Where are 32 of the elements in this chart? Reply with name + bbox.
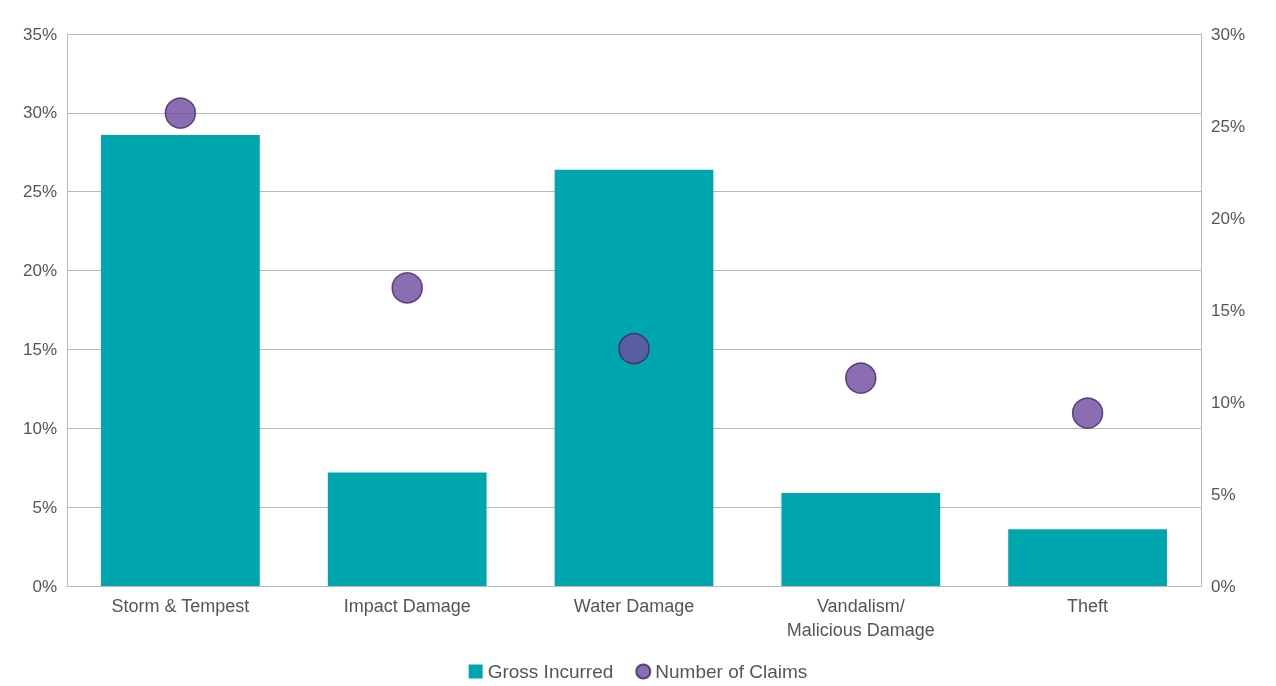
y-tick-label: 5%: [32, 497, 57, 517]
x-tick-label: Theft: [1067, 596, 1109, 616]
point: [391, 272, 423, 304]
bar: [1008, 529, 1167, 586]
point: [618, 332, 650, 365]
y-tick-label: 15%: [22, 339, 57, 359]
y2-tick-label: 5%: [1211, 484, 1236, 504]
bar: [327, 472, 487, 586]
y2-tick-label: 0%: [1211, 576, 1236, 596]
y2-tick-label: 15%: [1211, 300, 1246, 320]
y-tick-label: 25%: [22, 182, 57, 202]
y2-tick-label: 25%: [1211, 116, 1246, 136]
x-tick-label: Water Damage: [573, 596, 695, 616]
x-tick-label: Storm & Tempest: [111, 596, 250, 616]
legend-label: Gross Incurred: [487, 661, 614, 682]
bar: [101, 134, 260, 586]
point: [164, 97, 197, 129]
x-tick-label: Impact Damage: [343, 596, 471, 616]
bar: [554, 169, 714, 586]
bar: [781, 492, 941, 586]
y-tick-label: 35%: [22, 24, 57, 44]
legend-label: Number of Claims: [655, 661, 808, 682]
y-tick-label: 30%: [22, 103, 57, 123]
y2-tick-label: 10%: [1211, 392, 1246, 412]
point: [845, 362, 877, 394]
y-tick-label: 10%: [22, 418, 57, 438]
y2-tick-label: 20%: [1211, 208, 1246, 228]
y-tick-label: 20%: [22, 261, 57, 281]
y2-tick-label: 30%: [1211, 24, 1246, 44]
point: [1071, 397, 1104, 429]
y-tick-label: 0%: [32, 576, 57, 596]
x-tick-label: Vandalism/ Malicious Damage: [786, 596, 935, 640]
